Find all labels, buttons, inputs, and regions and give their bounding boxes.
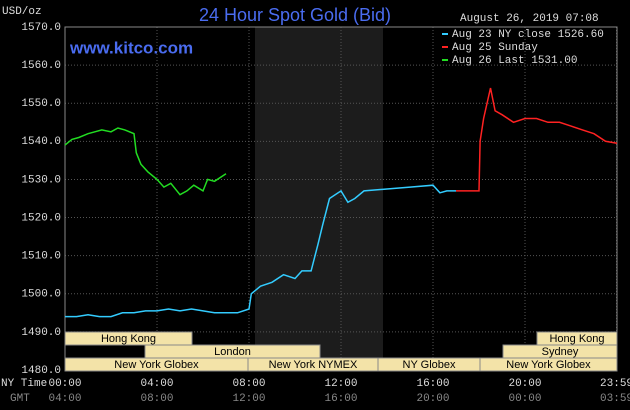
- y-tick-label: 1530.0: [21, 174, 61, 186]
- x-axis-label: NY Time: [1, 378, 47, 390]
- x2-tick-label: 16:00: [324, 393, 357, 405]
- x2-axis-label: GMT: [10, 393, 30, 405]
- series-line: [65, 184, 456, 318]
- legend-label: Aug 25 Sunday: [452, 42, 538, 54]
- session-label: Hong Kong: [549, 333, 604, 345]
- watermark: www.kitco.com: [69, 38, 193, 57]
- x-tick-label: 04:00: [140, 378, 173, 390]
- x2-tick-label: 08:00: [140, 393, 173, 405]
- y-tick-label: 1540.0: [21, 136, 61, 148]
- x-tick-label: 20:00: [508, 378, 541, 390]
- session-label: New York NYMEX: [269, 359, 358, 371]
- y-tick-label: 1480.0: [21, 365, 61, 377]
- legend-label: Aug 26 Last 1531.00: [452, 55, 577, 67]
- x-tick-label: 00:00: [48, 378, 81, 390]
- chart-title: 24 Hour Spot Gold (Bid): [199, 5, 391, 25]
- x-tick-label: 12:00: [324, 378, 357, 390]
- y-tick-label: 1510.0: [21, 251, 61, 263]
- y-axis-label: USD/oz: [2, 6, 42, 18]
- session-box: [64, 331, 193, 346]
- x2-tick-label: 12:00: [232, 393, 265, 405]
- y-tick-label: 1490.0: [21, 327, 61, 339]
- y-tick-label: 1520.0: [21, 212, 61, 224]
- legend-label: Aug 23 NY close 1526.60: [452, 29, 604, 41]
- session-box: [479, 357, 618, 372]
- session-label: NY Globex: [403, 359, 456, 371]
- y-tick-label: 1570.0: [21, 22, 61, 34]
- x2-tick-label: 03:59: [600, 393, 630, 405]
- session-label: New York Globex: [506, 359, 591, 371]
- session-label: Hong Kong: [101, 333, 156, 345]
- x-tick-label: 08:00: [232, 378, 265, 390]
- y-tick-label: 1560.0: [21, 60, 61, 72]
- nymex-shade: [255, 27, 383, 370]
- timestamp: August 26, 2019 07:08: [460, 13, 599, 25]
- x2-tick-label: 00:00: [508, 393, 541, 405]
- session-label: London: [214, 346, 251, 358]
- y-tick-label: 1500.0: [21, 289, 61, 301]
- session-label: Sydney: [542, 346, 579, 358]
- session-label: New York Globex: [114, 359, 199, 371]
- x-tick-label: 16:00: [416, 378, 449, 390]
- series-line: [64, 127, 227, 196]
- x2-tick-label: 04:00: [48, 393, 81, 405]
- x-tick-label: 23:59: [600, 378, 630, 390]
- x2-tick-label: 20:00: [416, 393, 449, 405]
- series-line: [456, 87, 618, 192]
- y-tick-label: 1550.0: [21, 98, 61, 110]
